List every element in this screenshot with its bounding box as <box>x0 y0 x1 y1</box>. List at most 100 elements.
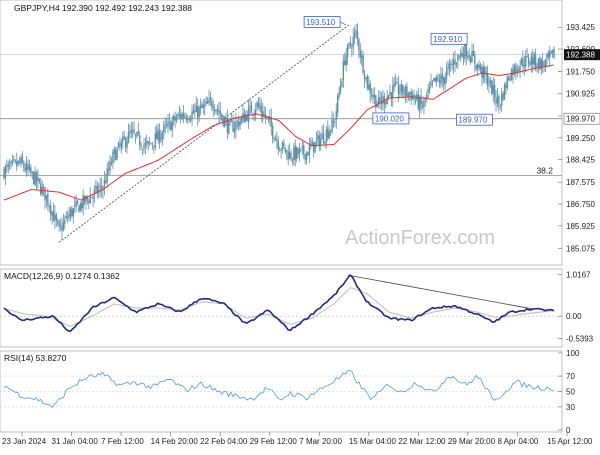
candle-body <box>392 85 394 99</box>
candle-body <box>488 84 490 86</box>
x-tick-label: 29 Mar 20:00 <box>448 437 496 446</box>
candle-body <box>260 106 263 113</box>
candle-body <box>287 151 289 160</box>
candle-body <box>328 131 330 139</box>
x-tick-label: 22 Feb 04:00 <box>200 437 248 446</box>
candle-body <box>332 121 335 123</box>
candle-body <box>131 130 134 132</box>
candle-body <box>434 77 436 82</box>
candle-body <box>238 121 240 127</box>
candle-body <box>454 59 456 64</box>
candle-body <box>143 145 145 149</box>
candle-body <box>158 130 161 142</box>
candle-body <box>370 95 373 97</box>
candle-body <box>294 145 296 160</box>
candle-body <box>512 68 514 75</box>
macd-panel: MACD(12,26,9) 0.1274 0.1362 1.0167 0.00 -0… <box>0 268 594 348</box>
candle-body <box>426 94 428 99</box>
candle-body <box>189 119 192 121</box>
candle-body <box>213 109 216 111</box>
moving-average-series <box>3 64 555 201</box>
candle-body <box>363 74 366 80</box>
candle-body <box>430 81 432 86</box>
candle-body <box>489 80 492 84</box>
candle-body <box>136 132 138 137</box>
candle-body <box>86 197 89 200</box>
current-price-tag: 192.388 <box>564 49 600 61</box>
candle-body <box>226 117 229 133</box>
candle-body <box>530 56 533 65</box>
current-price-label: 192.388 <box>566 51 595 60</box>
candle-body <box>57 220 59 223</box>
y-tick-label: 185.925 <box>566 222 595 231</box>
candle-body <box>281 142 284 150</box>
candle-body <box>119 144 121 146</box>
candle-body <box>172 116 175 121</box>
candle-body <box>410 92 412 100</box>
candle-body <box>250 105 253 114</box>
candle-body <box>476 63 479 68</box>
candle-body <box>249 105 251 108</box>
price-trendline <box>58 24 350 243</box>
candle-body <box>297 148 299 155</box>
candle-body <box>327 128 329 138</box>
candle-body <box>478 64 480 69</box>
x-tick-label: 29 Feb 12:00 <box>250 437 298 446</box>
candle-body <box>435 76 438 82</box>
candle-body <box>45 195 48 199</box>
candle-body <box>164 124 166 126</box>
candle-body <box>64 219 66 224</box>
candle-body <box>550 51 552 53</box>
callout-label: 190.020 <box>375 114 404 123</box>
candle-body <box>153 145 155 147</box>
candle-body <box>75 201 77 207</box>
candle-body <box>539 57 541 70</box>
y-tick-label: 188.425 <box>566 156 595 165</box>
candle-body <box>484 66 486 75</box>
level-price-tag: 189.970 <box>563 112 600 125</box>
candle-body <box>31 171 33 173</box>
candle-body <box>382 96 384 103</box>
candle-body <box>506 77 509 89</box>
candle-body <box>18 160 21 163</box>
candle-body <box>503 84 506 100</box>
candle-body <box>513 65 516 75</box>
x-tick-label: 22 Mar 12:00 <box>398 437 446 446</box>
candle-body <box>243 113 246 123</box>
callout-box <box>372 112 410 125</box>
y-tick-label: 0.00 <box>566 312 582 321</box>
candle-body <box>212 106 214 110</box>
candle-body <box>8 165 11 167</box>
candle-body <box>428 86 431 91</box>
candle-body <box>318 135 320 147</box>
candle-body <box>452 60 455 65</box>
candle-body <box>447 67 449 70</box>
candle-body <box>336 95 339 113</box>
candle-body <box>216 109 219 111</box>
candle-body <box>471 51 473 63</box>
candle-body <box>295 147 298 159</box>
callout-label: 189.970 <box>458 116 487 125</box>
candle-body <box>163 125 165 133</box>
candle-body <box>529 63 531 66</box>
candle-body <box>61 226 63 232</box>
candle-body <box>510 69 513 80</box>
candle-body <box>389 92 391 95</box>
y-tick-label: 185.075 <box>566 244 595 253</box>
candle-body <box>377 97 380 104</box>
candle-body <box>284 147 287 153</box>
candle-body <box>116 148 118 159</box>
candle-body <box>293 147 295 161</box>
candle-body <box>551 49 554 54</box>
candle-body <box>493 84 496 98</box>
candle-body <box>44 187 46 201</box>
candle-body <box>150 143 152 145</box>
y-tick-label: 191.750 <box>566 68 595 77</box>
macd-y-axis: 1.0167 0.00 -0.5393 <box>558 270 594 343</box>
candle-body <box>246 114 248 121</box>
candle-body <box>146 141 148 143</box>
candle-body <box>127 131 130 143</box>
candle-body <box>245 114 247 122</box>
candle-body <box>269 118 271 120</box>
rsi-reference-lines <box>0 375 562 408</box>
